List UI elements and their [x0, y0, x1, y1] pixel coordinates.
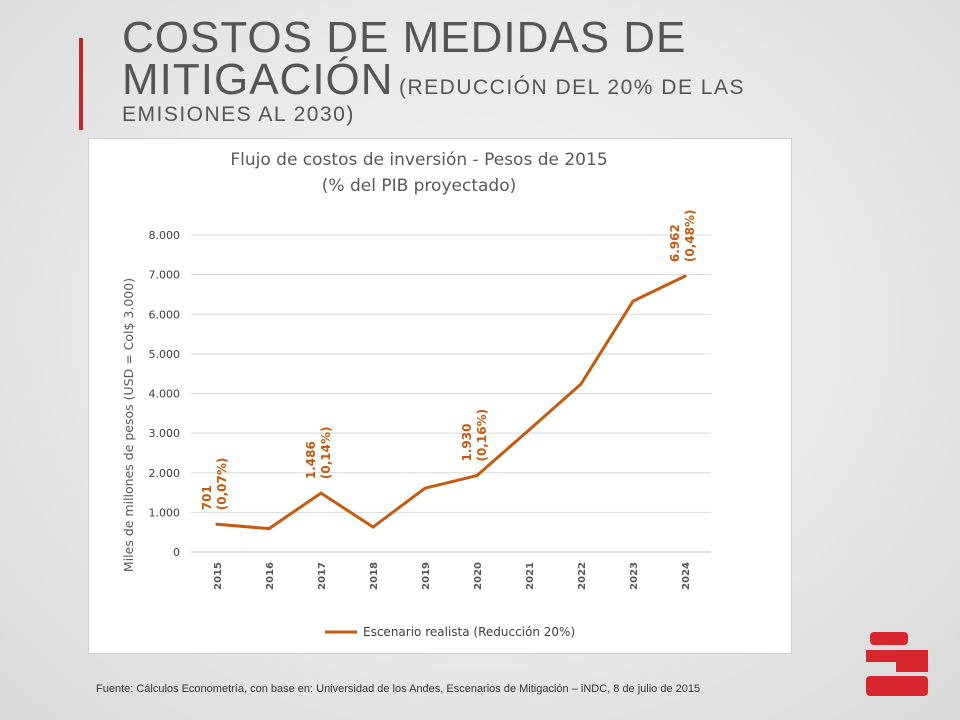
- chart-subtitle: (% del PIB proyectado): [322, 176, 516, 196]
- y-tick-label: 4.000: [149, 388, 181, 401]
- x-tick-label: 2018: [369, 562, 380, 590]
- data-label-percent: (0,16%): [475, 409, 489, 462]
- y-tick-label: 7.000: [149, 269, 181, 282]
- x-tick-label: 2021: [525, 562, 536, 590]
- source-note: Fuente: Cálculos Econometría, con base e…: [96, 683, 701, 695]
- title-subtitle-line-2: EMISIONES AL 2030): [122, 103, 355, 126]
- legend-label: Escenario realista (Reducción 20%): [363, 625, 575, 639]
- title-line-2: MITIGACIÓN: [122, 55, 394, 104]
- x-tick-label: 2017: [317, 562, 328, 590]
- data-label-percent: (0,48%): [683, 210, 697, 263]
- x-tick-label: 2024: [681, 562, 692, 590]
- y-tick-label: 5.000: [149, 348, 181, 361]
- slide-title: COSTOS DE MEDIDAS DE MITIGACIÓN (REDUCCI…: [122, 13, 932, 126]
- title-line-1: COSTOS DE MEDIDAS DE: [122, 13, 687, 62]
- brand-logo: [866, 632, 928, 696]
- data-point: [371, 525, 375, 529]
- data-label-percent: (0,14%): [319, 427, 333, 480]
- title-accent-bar: [79, 38, 83, 130]
- data-point: [631, 299, 635, 303]
- line-chart: Flujo de costos de inversión - Pesos de …: [121, 150, 711, 639]
- data-label-value: 1.930: [460, 424, 474, 462]
- y-tick-label: 6.000: [149, 308, 181, 321]
- data-point: [423, 486, 427, 490]
- data-point: [215, 522, 219, 526]
- data-point: [527, 428, 531, 432]
- data-point: [267, 527, 271, 531]
- data-point: [579, 382, 583, 386]
- chart-container: Flujo de costos de inversión - Pesos de …: [88, 138, 792, 654]
- chart-title: Flujo de costos de inversión - Pesos de …: [230, 150, 607, 170]
- y-tick-label: 0: [173, 546, 180, 559]
- data-point: [475, 474, 479, 478]
- y-tick-label: 3.000: [149, 427, 181, 440]
- x-tick-label: 2019: [421, 562, 432, 590]
- x-tick-label: 2023: [629, 562, 640, 590]
- series-line: [215, 274, 687, 531]
- data-point: [319, 491, 323, 495]
- y-tick-label: 2.000: [149, 467, 181, 480]
- title-subtitle: (REDUCCIÓN DEL 20% DE LAS: [399, 76, 745, 99]
- y-axis-label: Miles de millones de pesos (USD = Col$ 3…: [121, 278, 136, 572]
- x-tick-label: 2016: [265, 562, 276, 590]
- data-point: [683, 274, 687, 278]
- data-label-value: 6.962: [668, 224, 682, 262]
- data-label-value: 701: [200, 485, 214, 510]
- data-label-value: 1.486: [304, 441, 318, 479]
- x-tick-label: 2022: [577, 562, 588, 590]
- x-tick-label: 2015: [213, 562, 224, 590]
- data-label-percent: (0,07%): [215, 458, 229, 511]
- y-tick-label: 1.000: [149, 506, 181, 519]
- y-tick-label: 8.000: [149, 229, 181, 242]
- x-tick-label: 2020: [473, 562, 484, 590]
